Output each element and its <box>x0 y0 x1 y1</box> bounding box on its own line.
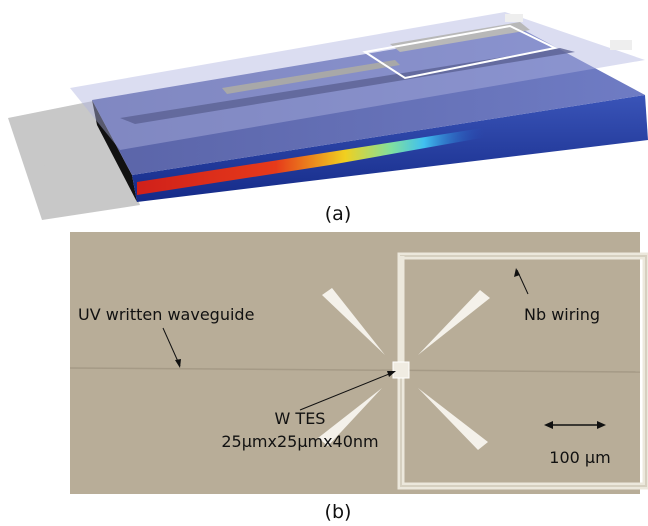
panel-label: (b) <box>325 501 352 523</box>
tes <box>393 362 409 378</box>
figure: (a) UV written waveguide Nb wiring W TES… <box>0 0 648 526</box>
annotation: W TES <box>275 409 326 428</box>
pad <box>610 40 632 50</box>
panel-label: (a) <box>325 203 351 225</box>
pad <box>505 14 523 22</box>
annotation: Nb wiring <box>524 305 600 324</box>
annotation: UV written waveguide <box>78 305 254 324</box>
scale-label: 100 µm <box>549 448 610 467</box>
device-render <box>8 12 648 220</box>
annotation: 25µmx25µmx40nm <box>221 432 378 451</box>
